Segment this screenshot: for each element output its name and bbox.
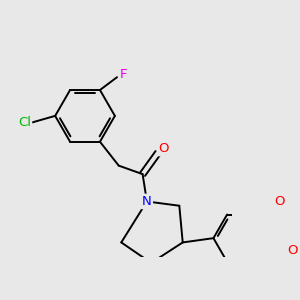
Text: O: O — [274, 195, 284, 208]
Text: F: F — [120, 68, 127, 81]
Text: O: O — [288, 244, 298, 257]
Text: O: O — [159, 142, 169, 155]
Text: Cl: Cl — [18, 116, 31, 129]
Text: N: N — [142, 195, 152, 208]
